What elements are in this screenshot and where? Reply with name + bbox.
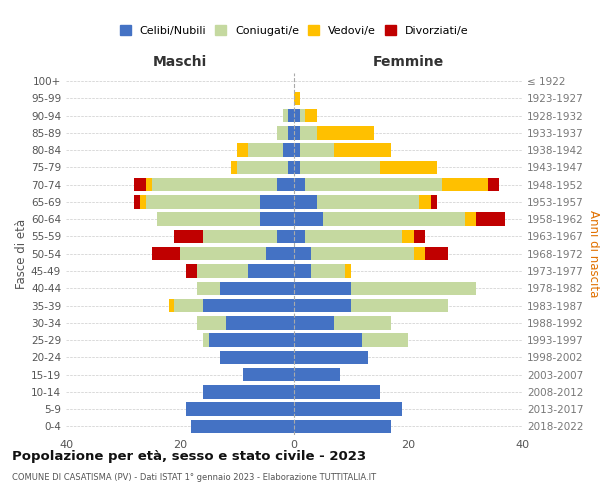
Legend: Celibi/Nubili, Coniugati/e, Vedovi/e, Divorziati/e: Celibi/Nubili, Coniugati/e, Vedovi/e, Di…: [119, 26, 469, 36]
Bar: [294, 230, 305, 243]
Bar: [283, 109, 289, 122]
Bar: [351, 282, 476, 295]
Y-axis label: Anni di nascita: Anni di nascita: [587, 210, 600, 298]
Bar: [151, 247, 180, 260]
Bar: [197, 316, 226, 330]
Bar: [305, 178, 442, 192]
Bar: [311, 264, 346, 278]
Bar: [294, 247, 311, 260]
Bar: [237, 160, 289, 174]
Bar: [260, 195, 294, 208]
Bar: [226, 316, 294, 330]
Text: Maschi: Maschi: [153, 55, 207, 69]
Bar: [265, 247, 294, 260]
Bar: [289, 126, 294, 140]
Bar: [403, 230, 414, 243]
Bar: [294, 316, 334, 330]
Bar: [419, 195, 431, 208]
Bar: [242, 368, 294, 382]
Bar: [237, 144, 248, 157]
Bar: [294, 126, 300, 140]
Bar: [317, 126, 374, 140]
Bar: [175, 299, 203, 312]
Bar: [476, 212, 505, 226]
Bar: [283, 144, 294, 157]
Bar: [294, 282, 351, 295]
Bar: [220, 350, 294, 364]
Bar: [442, 178, 488, 192]
Bar: [134, 195, 140, 208]
Bar: [346, 264, 351, 278]
Bar: [300, 109, 305, 122]
Bar: [488, 178, 499, 192]
Bar: [294, 299, 351, 312]
Bar: [294, 92, 300, 105]
Bar: [289, 160, 294, 174]
Bar: [203, 230, 277, 243]
Bar: [203, 299, 294, 312]
Bar: [334, 144, 391, 157]
Y-axis label: Fasce di età: Fasce di età: [15, 218, 28, 289]
Bar: [300, 144, 334, 157]
Bar: [134, 178, 146, 192]
Bar: [414, 247, 425, 260]
Bar: [220, 282, 294, 295]
Bar: [300, 160, 380, 174]
Bar: [175, 230, 203, 243]
Text: Femmine: Femmine: [373, 55, 443, 69]
Bar: [197, 264, 248, 278]
Bar: [294, 144, 300, 157]
Bar: [294, 420, 391, 433]
Bar: [203, 334, 209, 347]
Bar: [180, 247, 265, 260]
Bar: [277, 126, 289, 140]
Bar: [414, 230, 425, 243]
Bar: [146, 195, 260, 208]
Bar: [294, 385, 380, 398]
Bar: [277, 178, 294, 192]
Bar: [294, 195, 317, 208]
Bar: [151, 178, 277, 192]
Bar: [197, 282, 220, 295]
Bar: [311, 247, 414, 260]
Bar: [300, 126, 317, 140]
Text: Popolazione per età, sesso e stato civile - 2023: Popolazione per età, sesso e stato civil…: [12, 450, 366, 463]
Bar: [317, 195, 419, 208]
Bar: [209, 334, 294, 347]
Bar: [289, 109, 294, 122]
Bar: [425, 247, 448, 260]
Bar: [294, 178, 305, 192]
Bar: [294, 368, 340, 382]
Bar: [305, 230, 402, 243]
Bar: [186, 402, 294, 416]
Bar: [277, 230, 294, 243]
Bar: [260, 212, 294, 226]
Bar: [305, 109, 317, 122]
Bar: [203, 385, 294, 398]
Bar: [351, 299, 448, 312]
Bar: [146, 178, 151, 192]
Bar: [294, 109, 300, 122]
Bar: [362, 334, 408, 347]
Bar: [294, 402, 403, 416]
Bar: [294, 212, 323, 226]
Bar: [465, 212, 476, 226]
Bar: [248, 144, 283, 157]
Bar: [232, 160, 237, 174]
Bar: [294, 350, 368, 364]
Bar: [157, 212, 260, 226]
Bar: [431, 195, 437, 208]
Bar: [169, 299, 175, 312]
Bar: [334, 316, 391, 330]
Bar: [294, 334, 362, 347]
Bar: [294, 264, 311, 278]
Text: COMUNE DI CASATISMA (PV) - Dati ISTAT 1° gennaio 2023 - Elaborazione TUTTITALIA.: COMUNE DI CASATISMA (PV) - Dati ISTAT 1°…: [12, 472, 376, 482]
Bar: [323, 212, 465, 226]
Bar: [248, 264, 294, 278]
Bar: [294, 160, 300, 174]
Bar: [191, 420, 294, 433]
Bar: [186, 264, 197, 278]
Bar: [140, 195, 146, 208]
Bar: [380, 160, 437, 174]
